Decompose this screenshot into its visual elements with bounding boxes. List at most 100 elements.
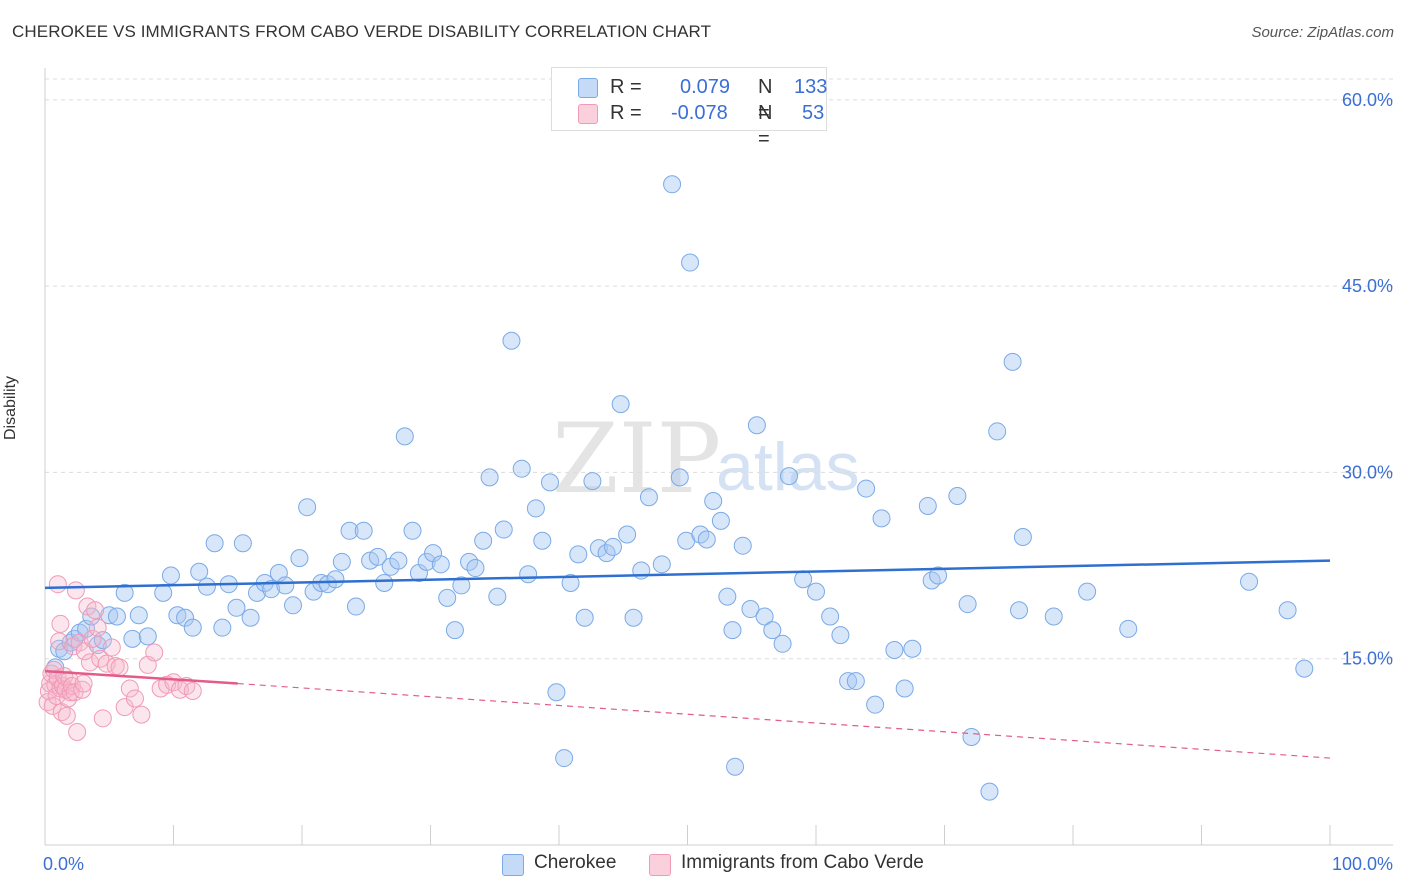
point-cherokee bbox=[197, 577, 216, 596]
point-cherokee bbox=[190, 562, 209, 581]
point-cherokee bbox=[763, 621, 782, 640]
point-cherokee bbox=[839, 672, 858, 691]
point-cherokee bbox=[354, 521, 373, 540]
point-cherokee bbox=[1078, 582, 1097, 601]
point-cherokee bbox=[403, 521, 422, 540]
point-cherokee bbox=[718, 587, 737, 606]
point-cherokee bbox=[452, 576, 471, 595]
trendline-cherokee bbox=[44, 559, 1331, 590]
x-tick-label: 100.0% bbox=[1332, 854, 1393, 874]
point-cherokee bbox=[233, 534, 252, 553]
point-cherokee bbox=[389, 551, 408, 570]
point-cherokee bbox=[741, 600, 760, 619]
point-cherokee bbox=[895, 679, 914, 698]
point-cherokee bbox=[533, 531, 552, 550]
point-cherokee bbox=[624, 608, 643, 627]
point-cherokee bbox=[241, 608, 260, 627]
point-cherokee bbox=[115, 583, 134, 602]
y-tick-label: 15.0% bbox=[1342, 649, 1393, 669]
point-cherokee bbox=[807, 582, 825, 601]
point-cherokee bbox=[780, 467, 799, 486]
point-cabo-verde bbox=[132, 705, 151, 724]
y-tick-label: 60.0% bbox=[1342, 90, 1393, 110]
point-cherokee bbox=[474, 531, 493, 550]
point-cherokee bbox=[723, 621, 742, 640]
point-cherokee bbox=[711, 511, 730, 530]
point-cherokee bbox=[284, 596, 303, 615]
point-cabo-verde bbox=[102, 638, 121, 657]
point-cherokee bbox=[1044, 607, 1063, 626]
point-cherokee bbox=[611, 395, 630, 414]
point-cherokee bbox=[697, 530, 716, 549]
chart-title: CHEROKEE VS IMMIGRANTS FROM CABO VERDE D… bbox=[12, 22, 712, 41]
point-cherokee bbox=[183, 618, 202, 637]
point-cabo-verde bbox=[83, 629, 102, 648]
bottom-legend-swatch-cabo-verde bbox=[649, 854, 671, 876]
point-cherokee bbox=[340, 521, 359, 540]
trendline-cabo-verde-extension bbox=[237, 682, 1331, 759]
point-cherokee bbox=[663, 175, 682, 194]
point-cabo-verde bbox=[48, 575, 67, 594]
point-cherokee bbox=[929, 566, 948, 585]
point-cherokee bbox=[488, 587, 507, 606]
point-cherokee bbox=[980, 782, 999, 801]
point-cherokee bbox=[541, 473, 560, 492]
point-cherokee bbox=[368, 547, 387, 566]
point-cherokee bbox=[670, 468, 689, 487]
point-cherokee bbox=[618, 525, 637, 544]
point-cherokee bbox=[726, 757, 745, 776]
point-cherokee bbox=[526, 499, 545, 518]
point-cabo-verde bbox=[43, 696, 62, 715]
point-cherokee bbox=[561, 573, 580, 592]
point-cherokee bbox=[575, 608, 594, 627]
point-cherokee bbox=[276, 576, 295, 595]
point-cabo-verde bbox=[86, 601, 105, 620]
legend-r-label: R = bbox=[610, 76, 642, 98]
point-cherokee bbox=[555, 749, 574, 768]
bottom-legend-label-cabo-verde: Immigrants from Cabo Verde bbox=[681, 852, 924, 873]
point-cherokee bbox=[652, 555, 671, 574]
point-cherokee bbox=[857, 479, 876, 498]
point-cherokee bbox=[1278, 601, 1297, 620]
watermark-atlas: atlas bbox=[716, 429, 860, 505]
point-cherokee bbox=[176, 608, 195, 627]
point-cherokee bbox=[794, 570, 813, 589]
legend-swatch-cherokee bbox=[578, 78, 598, 98]
point-cabo-verde bbox=[73, 680, 92, 699]
watermark-zip: ZIP bbox=[552, 403, 721, 515]
point-cherokee bbox=[569, 545, 588, 564]
point-cherokee bbox=[100, 606, 119, 625]
point-cherokee bbox=[205, 534, 224, 553]
legend-r-label: R = bbox=[610, 102, 642, 124]
point-cherokee bbox=[375, 573, 394, 592]
point-cherokee bbox=[1119, 619, 1138, 638]
point-cherokee bbox=[603, 537, 622, 556]
point-cabo-verde bbox=[68, 722, 87, 741]
point-cherokee bbox=[519, 565, 538, 584]
point-cherokee bbox=[262, 580, 281, 599]
point-cabo-verde bbox=[74, 674, 93, 693]
point-cherokee bbox=[466, 559, 485, 578]
point-cherokee bbox=[290, 549, 309, 568]
point-cherokee bbox=[213, 618, 232, 637]
bottom-legend-swatch-cherokee bbox=[502, 854, 524, 876]
point-cherokee bbox=[918, 496, 937, 515]
point-cherokee bbox=[1010, 601, 1029, 620]
point-cherokee bbox=[846, 672, 865, 691]
point-cherokee bbox=[50, 639, 69, 658]
point-cherokee bbox=[494, 520, 513, 539]
point-cherokee bbox=[107, 607, 126, 626]
point-cherokee bbox=[1295, 659, 1314, 678]
point-cherokee bbox=[733, 536, 752, 555]
point-cherokee bbox=[154, 583, 173, 602]
y-axis-label: Disability bbox=[2, 375, 19, 440]
point-cherokee bbox=[547, 683, 566, 702]
x-tick-label: 0.0% bbox=[43, 854, 84, 874]
point-cabo-verde bbox=[44, 660, 63, 679]
point-cherokee bbox=[123, 629, 142, 648]
point-cherokee bbox=[298, 498, 317, 517]
point-cherokee bbox=[1003, 352, 1022, 371]
point-cherokee bbox=[138, 627, 157, 646]
point-cabo-verde bbox=[125, 689, 144, 708]
